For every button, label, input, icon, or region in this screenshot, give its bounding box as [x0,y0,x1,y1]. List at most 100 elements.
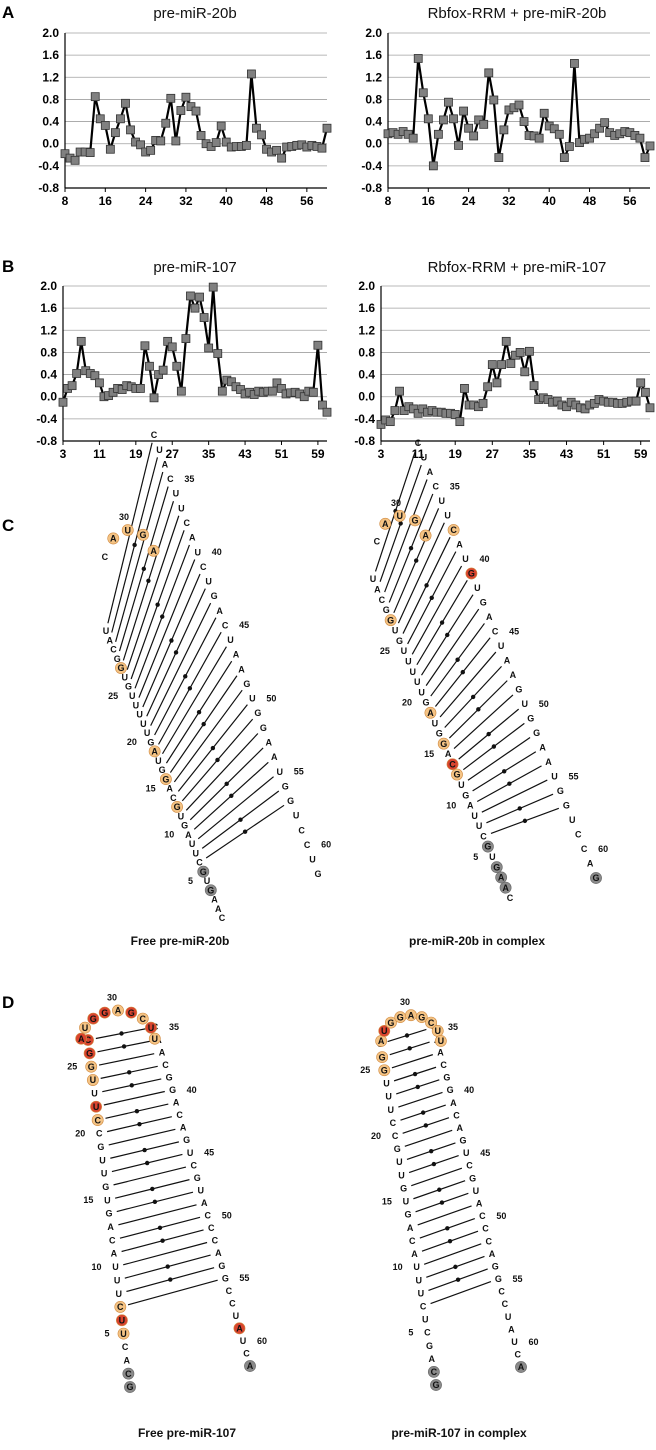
nucleotide: G [260,723,267,733]
data-point [181,334,191,343]
base-pair-line [173,689,243,783]
position-number: 10 [91,1262,101,1272]
position-number: 40 [479,554,489,564]
base-pair-line [113,1166,187,1186]
nucleotide: A [518,1362,525,1372]
nucleotide-highlight [147,544,160,557]
nucleotide: G [493,862,500,872]
nucleotide-highlight [482,840,494,853]
nucleotide: A [107,1222,114,1232]
position-number: 25 [360,1065,370,1075]
data-point [272,378,282,388]
position-number: 20 [127,737,137,747]
data-point [277,153,287,163]
nucleotide: A [428,1354,435,1364]
position-number: 45 [509,627,519,637]
nucleotide: U [104,1195,111,1205]
nucleotide: U [421,453,428,463]
nucleotide: G [128,1008,135,1018]
data-point [499,125,509,135]
nucleotide: C [479,1211,486,1221]
data-point [539,108,549,118]
data-point [322,123,332,133]
nucleotide: C [453,1110,460,1120]
nucleotide: G [90,1014,97,1024]
nucleotide-highlight [86,1074,99,1086]
data-point [390,406,400,415]
nucleotide: G [592,873,599,883]
nucleotide: G [563,801,570,811]
panel-label-c: C [2,516,14,535]
nucleotide-highlight [204,884,217,897]
data-point [167,342,177,352]
position-number: 30 [119,512,129,522]
panel-label-a: A [2,3,14,22]
nucleotide: G [404,1210,411,1220]
nucleotide: G [426,1341,433,1351]
x-tick-label: 11 [93,447,106,461]
nucleotide: A [215,1248,222,1258]
nucleotide: U [413,1262,420,1272]
base-pair-dot [460,669,465,675]
base-pair-dot [238,817,243,822]
base-pair-dot [455,1277,461,1282]
data-point [514,100,524,110]
nucleotide: G [453,770,460,780]
base-pair-dot [196,709,202,715]
nucleotide: G [174,802,181,812]
position-number: 50 [222,1210,232,1220]
base-pair-line [453,694,514,749]
nucleotide: A [159,1047,166,1057]
data-point [199,313,209,322]
position-number: 10 [393,1262,403,1272]
position-number: 55 [568,772,578,782]
base-pair-line [108,1128,176,1146]
nucleotide: G [527,714,534,724]
nucleotide-highlight [465,567,478,580]
panel-label-d: D [2,993,14,1012]
position-number: 55 [512,1274,522,1284]
nucleotide: U [178,503,185,513]
nucleotide: U [114,1275,121,1285]
nucleotide-highlight [451,768,463,781]
base-pair-dot [428,1148,434,1154]
nucleotide: A [382,519,389,529]
x-tick-label: 59 [311,447,325,461]
nucleotide: G [183,1135,190,1145]
position-number: 25 [67,1062,77,1072]
data-point [166,93,176,103]
data-point [146,145,156,155]
data-point [313,340,323,350]
position-number: 40 [464,1085,474,1095]
nucleotide: U [418,1288,425,1298]
x-tick-label: 24 [139,194,153,208]
nucleotide: C [379,595,386,605]
nucleotide: C [196,858,203,868]
data-point [460,384,469,393]
data-point [464,123,474,133]
nucleotide: A [504,656,511,666]
data-point [519,117,529,126]
y-tick-label: 1.6 [42,48,59,62]
nucleotide: C [428,1018,435,1028]
nucleotide: U [434,1026,441,1036]
base-pair-dot [486,731,491,737]
data-point [140,341,150,351]
base-pair-line [118,1204,197,1226]
data-point [520,367,530,377]
data-point [428,161,438,171]
nucleotide-highlight [145,1021,157,1034]
structure-pre-mir-20b-complex: CAAGUGCUUAGUGCAGGUAGUUUUUGUGGCAUCUACUUCA… [370,438,608,903]
x-tick-label: 35 [523,447,537,461]
nucleotide: C [482,1224,489,1234]
data-point [395,386,404,396]
data-point [227,377,236,387]
data-point [635,133,645,143]
data-point [76,336,86,346]
caption-pre-mir-20b-complex: pre-miR-20b in complex [409,934,545,948]
nucleotide: C [498,1287,505,1297]
nucleotide: U [403,1197,410,1207]
data-point [469,131,479,141]
data-point [236,385,245,394]
nucleotide: G [533,728,540,738]
